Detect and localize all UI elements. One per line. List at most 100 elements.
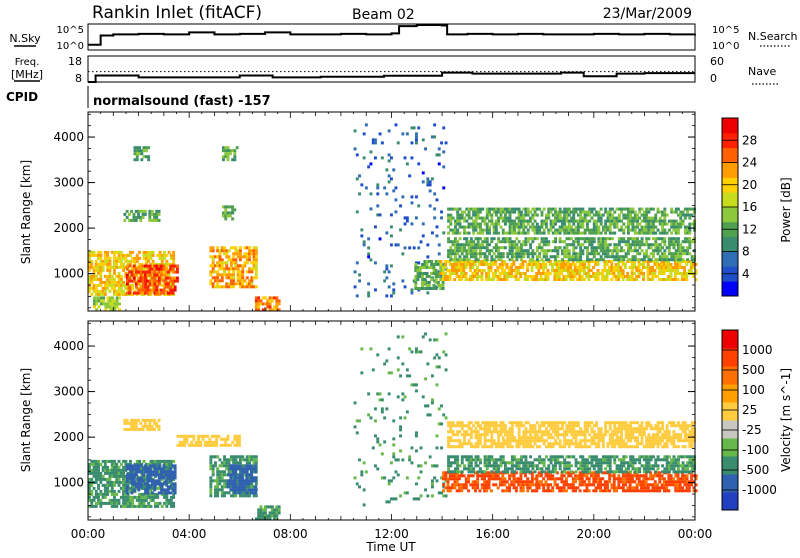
heatmap-cell	[531, 480, 534, 483]
heatmap-cell	[624, 483, 627, 486]
heatmap-cell	[245, 476, 248, 479]
heatmap-cell	[500, 258, 503, 261]
heatmap-cell	[581, 226, 584, 229]
nave-label: Nave	[748, 65, 776, 78]
heatmap-cell	[520, 477, 523, 480]
heatmap-cell	[442, 413, 445, 416]
colorbar-segment	[722, 252, 738, 267]
heatmap-cell	[484, 252, 487, 255]
heatmap-cell	[435, 269, 438, 272]
heatmap-cell	[652, 223, 655, 226]
heatmap-cell	[388, 500, 391, 503]
heatmap-cell	[595, 489, 598, 492]
heatmap-cell	[255, 249, 258, 252]
heatmap-cell	[255, 252, 258, 255]
heatmap-cell	[663, 208, 666, 211]
heatmap-cell	[99, 257, 102, 260]
heatmap-cell	[522, 255, 525, 258]
heatmap-cell	[688, 246, 691, 249]
heatmap-cell	[411, 195, 414, 198]
heatmap-cell	[358, 279, 361, 282]
heatmap-cell	[193, 435, 196, 438]
heatmap-cell	[122, 281, 125, 284]
heatmap-cell	[447, 480, 450, 483]
heatmap-cell	[554, 240, 557, 243]
heatmap-cell	[677, 232, 680, 235]
heatmap-cell	[216, 282, 219, 285]
heatmap-cell	[136, 254, 139, 257]
heatmap-cell	[234, 479, 237, 482]
heatmap-cell	[617, 278, 620, 281]
heatmap-cell	[128, 289, 131, 292]
heatmap-cell	[212, 258, 215, 261]
heatmap-cell	[420, 464, 423, 467]
heatmap-cell	[659, 217, 662, 220]
heatmap-cell	[475, 220, 478, 223]
heatmap-cell	[618, 217, 621, 220]
heatmap-cell	[399, 494, 402, 497]
heatmap-cell	[620, 226, 623, 229]
heatmap-cell	[156, 505, 159, 508]
heatmap-cell	[527, 223, 530, 226]
heatmap-cell	[126, 419, 129, 422]
heatmap-cell	[214, 461, 217, 464]
heatmap-cell	[444, 474, 447, 477]
heatmap-cell	[124, 460, 127, 463]
heatmap-cell	[390, 479, 393, 482]
heatmap-cell	[667, 489, 670, 492]
heatmap-cell	[269, 302, 272, 305]
heatmap-cell	[607, 246, 610, 249]
heatmap-cell	[99, 275, 102, 278]
heatmap-cell	[650, 246, 653, 249]
heatmap-cell	[162, 265, 165, 268]
heatmap-cell	[688, 229, 691, 232]
heatmap-cell	[663, 237, 666, 240]
heatmap-cell	[485, 489, 488, 492]
heatmap-cell	[597, 269, 600, 272]
heatmap-cell	[545, 223, 548, 226]
heatmap-cell	[494, 483, 497, 486]
heatmap-cell	[686, 249, 689, 252]
heatmap-cell	[559, 232, 562, 235]
heatmap-cell	[541, 246, 544, 249]
heatmap-cell	[155, 422, 158, 425]
heatmap-cell	[481, 232, 484, 235]
heatmap-cell	[494, 272, 497, 275]
heatmap-cell	[431, 494, 434, 497]
heatmap-cell	[133, 265, 136, 268]
velocity-heatmap-cells	[88, 332, 698, 520]
heatmap-cell	[90, 263, 93, 266]
heatmap-cell	[538, 255, 541, 258]
heatmap-cell	[547, 258, 550, 261]
heatmap-cell	[165, 274, 168, 277]
heatmap-cell	[381, 410, 384, 413]
heatmap-cell	[241, 476, 244, 479]
heatmap-cell	[255, 258, 258, 261]
heatmap-cell	[165, 280, 168, 283]
heatmap-cell	[159, 502, 162, 505]
heatmap-cell	[579, 258, 582, 261]
heatmap-cell	[444, 272, 447, 275]
heatmap-cell	[162, 289, 165, 292]
heatmap-cell	[690, 269, 693, 272]
heatmap-cell	[631, 269, 634, 272]
heatmap-cell	[113, 484, 116, 487]
heatmap-cell	[436, 353, 439, 356]
heatmap-cell	[128, 292, 131, 295]
y-tick-label: 2000	[53, 221, 84, 235]
heatmap-cell	[640, 269, 643, 272]
heatmap-cell	[565, 278, 568, 281]
heatmap-cell	[255, 494, 258, 497]
heatmap-cell	[641, 208, 644, 211]
heatmap-cell	[620, 220, 623, 223]
heatmap-cell	[481, 272, 484, 275]
heatmap-cell	[140, 464, 143, 467]
heatmap-cell	[209, 458, 212, 461]
heatmap-cell	[622, 278, 625, 281]
heatmap-cell	[636, 249, 639, 252]
heatmap-cell	[435, 278, 438, 281]
heatmap-cell	[543, 232, 546, 235]
heatmap-cell	[600, 255, 603, 258]
heatmap-cell	[216, 455, 219, 458]
